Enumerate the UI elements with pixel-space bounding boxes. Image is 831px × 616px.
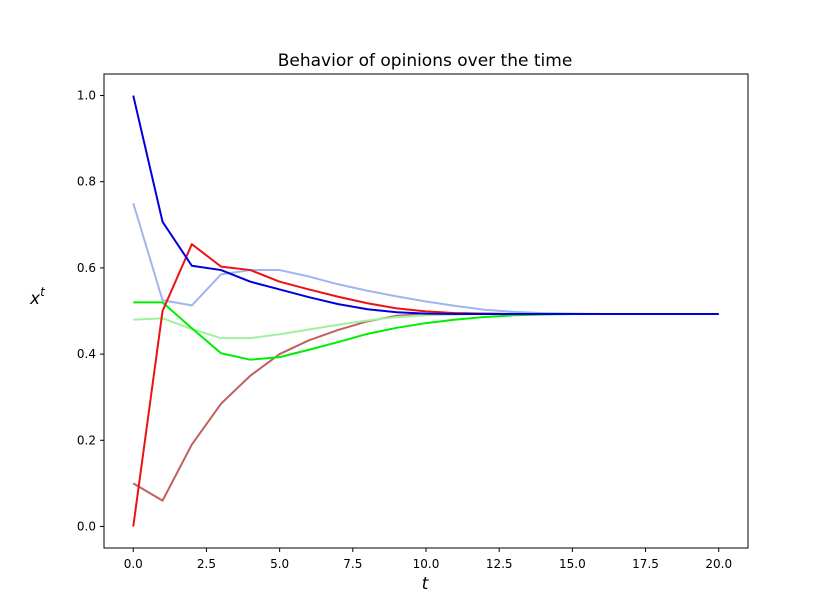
x-tick-label: 12.5 <box>486 557 513 571</box>
y-tick-label: 0.2 <box>77 433 96 447</box>
y-tick-label: 0.6 <box>77 261 96 275</box>
x-axis-label: t <box>422 574 430 594</box>
y-tick-label: 0.4 <box>77 347 96 361</box>
y-tick-label: 0.8 <box>77 175 96 189</box>
x-tick-label: 5.0 <box>270 557 289 571</box>
y-axis-label: xt <box>29 285 46 309</box>
series-line-6 <box>132 95 719 316</box>
x-tick-label: 10.0 <box>413 557 440 571</box>
x-tick-label: 0.0 <box>124 557 143 571</box>
y-axis: 0.0 0.2 0.4 0.6 0.8 1.0 <box>77 89 104 533</box>
y-tick-label: 0.0 <box>77 519 96 533</box>
x-tick-label: 7.5 <box>343 557 362 571</box>
x-tick-label: 20.0 <box>705 557 732 571</box>
chart-title: Behavior of opinions over the time <box>278 51 573 71</box>
y-tick-label: 1.0 <box>77 89 96 103</box>
x-tick-label: 17.5 <box>632 557 659 571</box>
x-axis: 0.0 2.5 5.0 7.5 10.0 12.5 15.0 17.5 20.0 <box>124 548 732 571</box>
x-tick-label: 2.5 <box>197 557 216 571</box>
series-layer <box>132 95 719 527</box>
y-axis-label-base: x <box>29 289 41 309</box>
x-tick-label: 15.0 <box>559 557 586 571</box>
y-axis-label-superscript: t <box>40 285 46 299</box>
